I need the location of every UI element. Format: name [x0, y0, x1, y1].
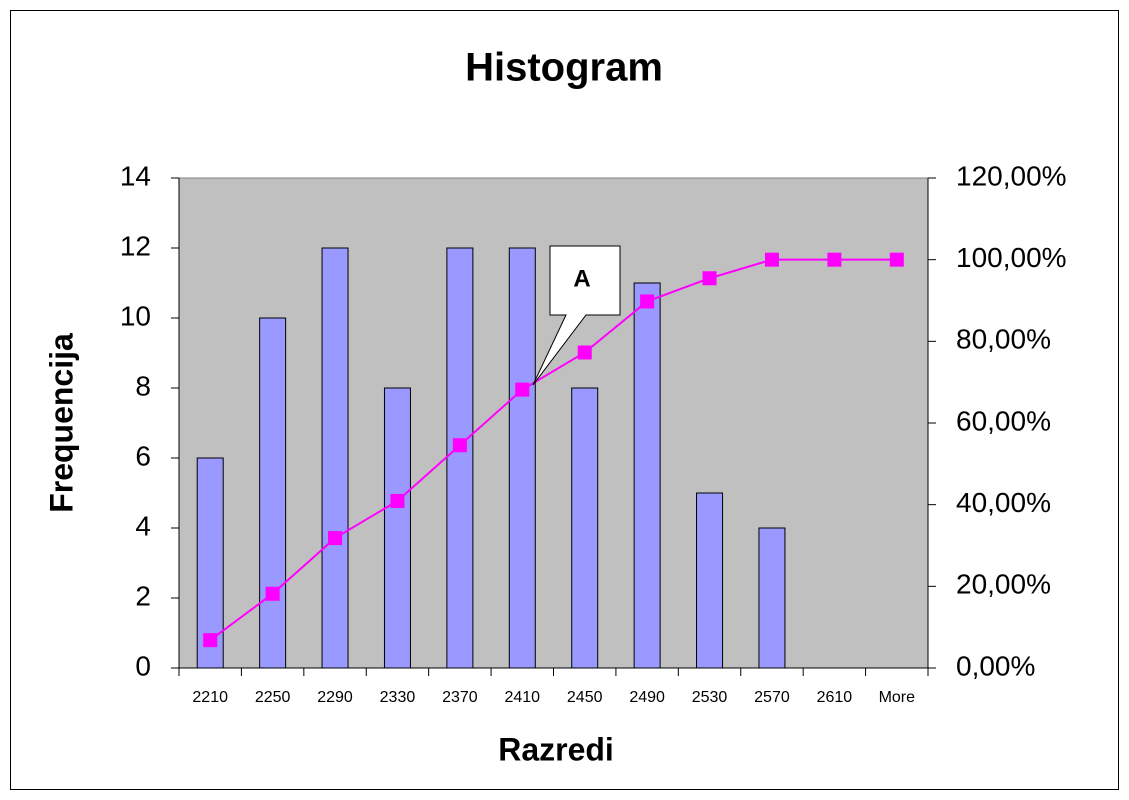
- bar: [758, 527, 786, 669]
- x-tick-label: 2210: [192, 689, 228, 706]
- line-marker: [203, 633, 218, 648]
- callout-box: [532, 245, 621, 386]
- y-tick-label: 12: [120, 230, 151, 261]
- y-tick-label: 0: [135, 650, 151, 681]
- bar: [696, 492, 724, 669]
- line-marker: [390, 493, 405, 508]
- y-tick-label: 2: [135, 580, 151, 611]
- x-tick-label: 2250: [255, 689, 291, 706]
- bar: [446, 247, 474, 669]
- y-tick-label: 8: [135, 370, 151, 401]
- line-marker: [827, 252, 842, 267]
- y-tick-label: 10: [120, 300, 151, 331]
- callout: A: [532, 245, 621, 386]
- bar: [571, 387, 599, 669]
- x-tick-label: 2450: [567, 689, 603, 706]
- line-marker: [764, 252, 779, 267]
- y-axis-label: Frequencija: [43, 333, 79, 513]
- line-marker: [452, 438, 467, 453]
- x-tick-label: 2410: [504, 689, 540, 706]
- line-marker: [577, 345, 592, 360]
- y2-tick-label: 100,00%: [956, 242, 1067, 273]
- bar: [508, 247, 536, 669]
- y2-tick-label: 20,00%: [956, 569, 1051, 600]
- y2-tick-label: 0,00%: [956, 650, 1035, 681]
- annotation: A: [573, 265, 590, 292]
- line-marker: [328, 531, 343, 546]
- y2-tick-label: 40,00%: [956, 487, 1051, 518]
- chart-title: Histogram: [465, 46, 663, 90]
- x-axis-label: Razredi: [498, 731, 614, 767]
- line-marker: [640, 294, 655, 309]
- x-tick-label: 2330: [380, 689, 416, 706]
- bar: [321, 247, 349, 669]
- x-tick-label: 2370: [442, 689, 478, 706]
- x-tick-label: 2610: [817, 689, 853, 706]
- cumulative-line: [209, 258, 897, 641]
- line-marker: [889, 252, 904, 267]
- y-tick-label: 4: [135, 510, 151, 541]
- x-tick-label: 2490: [629, 689, 665, 706]
- bar: [633, 282, 661, 669]
- x-tick-label: 2570: [754, 689, 790, 706]
- marks: [196, 247, 904, 669]
- x-tick-label: 2290: [317, 689, 353, 706]
- line-marker: [702, 271, 717, 286]
- y2-tick-label: 120,00%: [956, 160, 1067, 191]
- x-tick-label: 2530: [692, 689, 728, 706]
- bar: [259, 317, 287, 669]
- bar: [383, 387, 411, 669]
- line-marker: [265, 586, 280, 601]
- y2-tick-label: 60,00%: [956, 405, 1051, 436]
- y-tick-label: 6: [135, 440, 151, 471]
- y2-tick-label: 80,00%: [956, 324, 1051, 355]
- line-marker: [515, 382, 530, 397]
- x-tick-label: More: [879, 689, 916, 706]
- y-tick-label: 14: [120, 160, 151, 191]
